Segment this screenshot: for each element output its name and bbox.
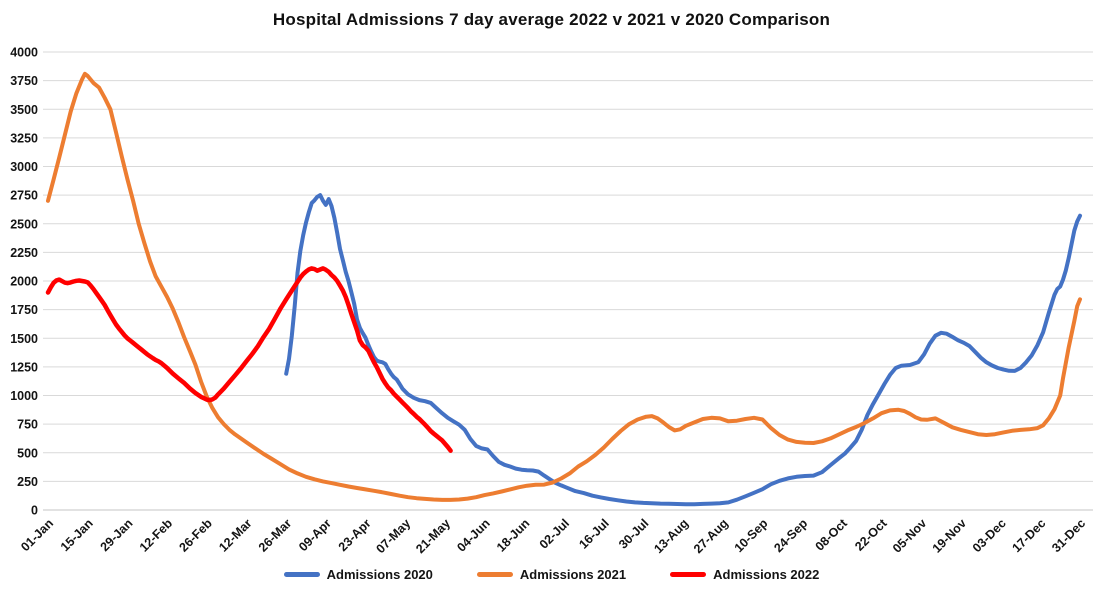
x-tick-label: 22-Oct [852,516,890,554]
x-tick-label: 10-Sep [732,516,771,555]
x-tick-label: 18-Jun [494,516,532,554]
x-tick-label: 02-Jul [537,516,572,551]
x-tick-label: 31-Dec [1049,516,1088,555]
y-tick-label: 3750 [10,74,38,88]
x-tick-label: 16-Jul [576,516,611,551]
legend-swatch [670,572,707,577]
legend-item-admissions-2021: Admissions 2021 [476,567,627,582]
x-tick-label: 30-Jul [616,516,651,551]
x-tick-label: 04-Jun [454,516,492,554]
y-tick-label: 2500 [10,217,38,231]
x-tick-label: 09-Apr [296,516,334,554]
legend-label: Admissions 2022 [713,567,820,582]
x-tick-label: 29-Jan [98,516,136,554]
x-tick-label: 08-Oct [813,516,851,554]
x-tick-label: 12-Feb [137,516,176,555]
x-tick-label: 27-Aug [691,516,731,556]
y-tick-label: 750 [17,418,38,432]
y-tick-label: 3250 [10,131,38,145]
y-tick-label: 1750 [10,303,38,317]
y-tick-label: 1000 [10,389,38,403]
x-tick-label: 07-May [373,516,413,556]
legend-swatch [476,572,513,577]
y-tick-label: 0 [31,504,38,518]
y-tick-label: 2000 [10,275,38,289]
y-tick-label: 3500 [10,103,38,117]
x-tick-label: 12-Mar [216,516,254,554]
legend-item-admissions-2022: Admissions 2022 [670,567,819,582]
series-line-admissions-2021 [46,71,1082,502]
x-tick-label: 05-Nov [890,516,929,555]
series-line-admissions-2020 [284,193,1082,507]
legend-item-admissions-2020: Admissions 2020 [283,567,433,582]
y-tick-label: 1250 [10,360,38,374]
y-tick-label: 4000 [10,46,38,60]
x-tick-label: 21-May [413,516,453,556]
chart-title: Hospital Admissions 7 day average 2022 v… [272,10,831,29]
y-tick-label: 250 [17,475,38,489]
x-tick-label: 23-Apr [336,516,374,554]
legend-label: Admissions 2021 [519,567,627,582]
y-tick-label: 2250 [10,246,38,260]
chart-legend: Admissions 2020 Admissions 2021 Admissions… [0,567,1103,582]
y-tick-label: 500 [17,446,38,460]
legend-swatch [283,572,320,577]
x-tick-label: 24-Sep [771,516,810,555]
y-tick-label: 1500 [10,332,38,346]
x-tick-label: 01-Jan [18,516,56,554]
x-tick-label: 26-Feb [176,516,215,555]
x-tick-label: 19-Nov [930,516,969,555]
y-tick-label: 2750 [10,189,38,203]
x-tick-label: 13-Aug [651,516,691,556]
x-tick-label: 03-Dec [970,516,1009,555]
series-line-admissions-2022 [45,266,453,453]
x-tick-label: 15-Jan [58,516,96,554]
y-tick-label: 3000 [10,160,38,174]
legend-label: Admissions 2020 [326,567,433,582]
x-tick-label: 17-Dec [1010,516,1049,555]
x-tick-label: 26-Mar [256,516,294,554]
